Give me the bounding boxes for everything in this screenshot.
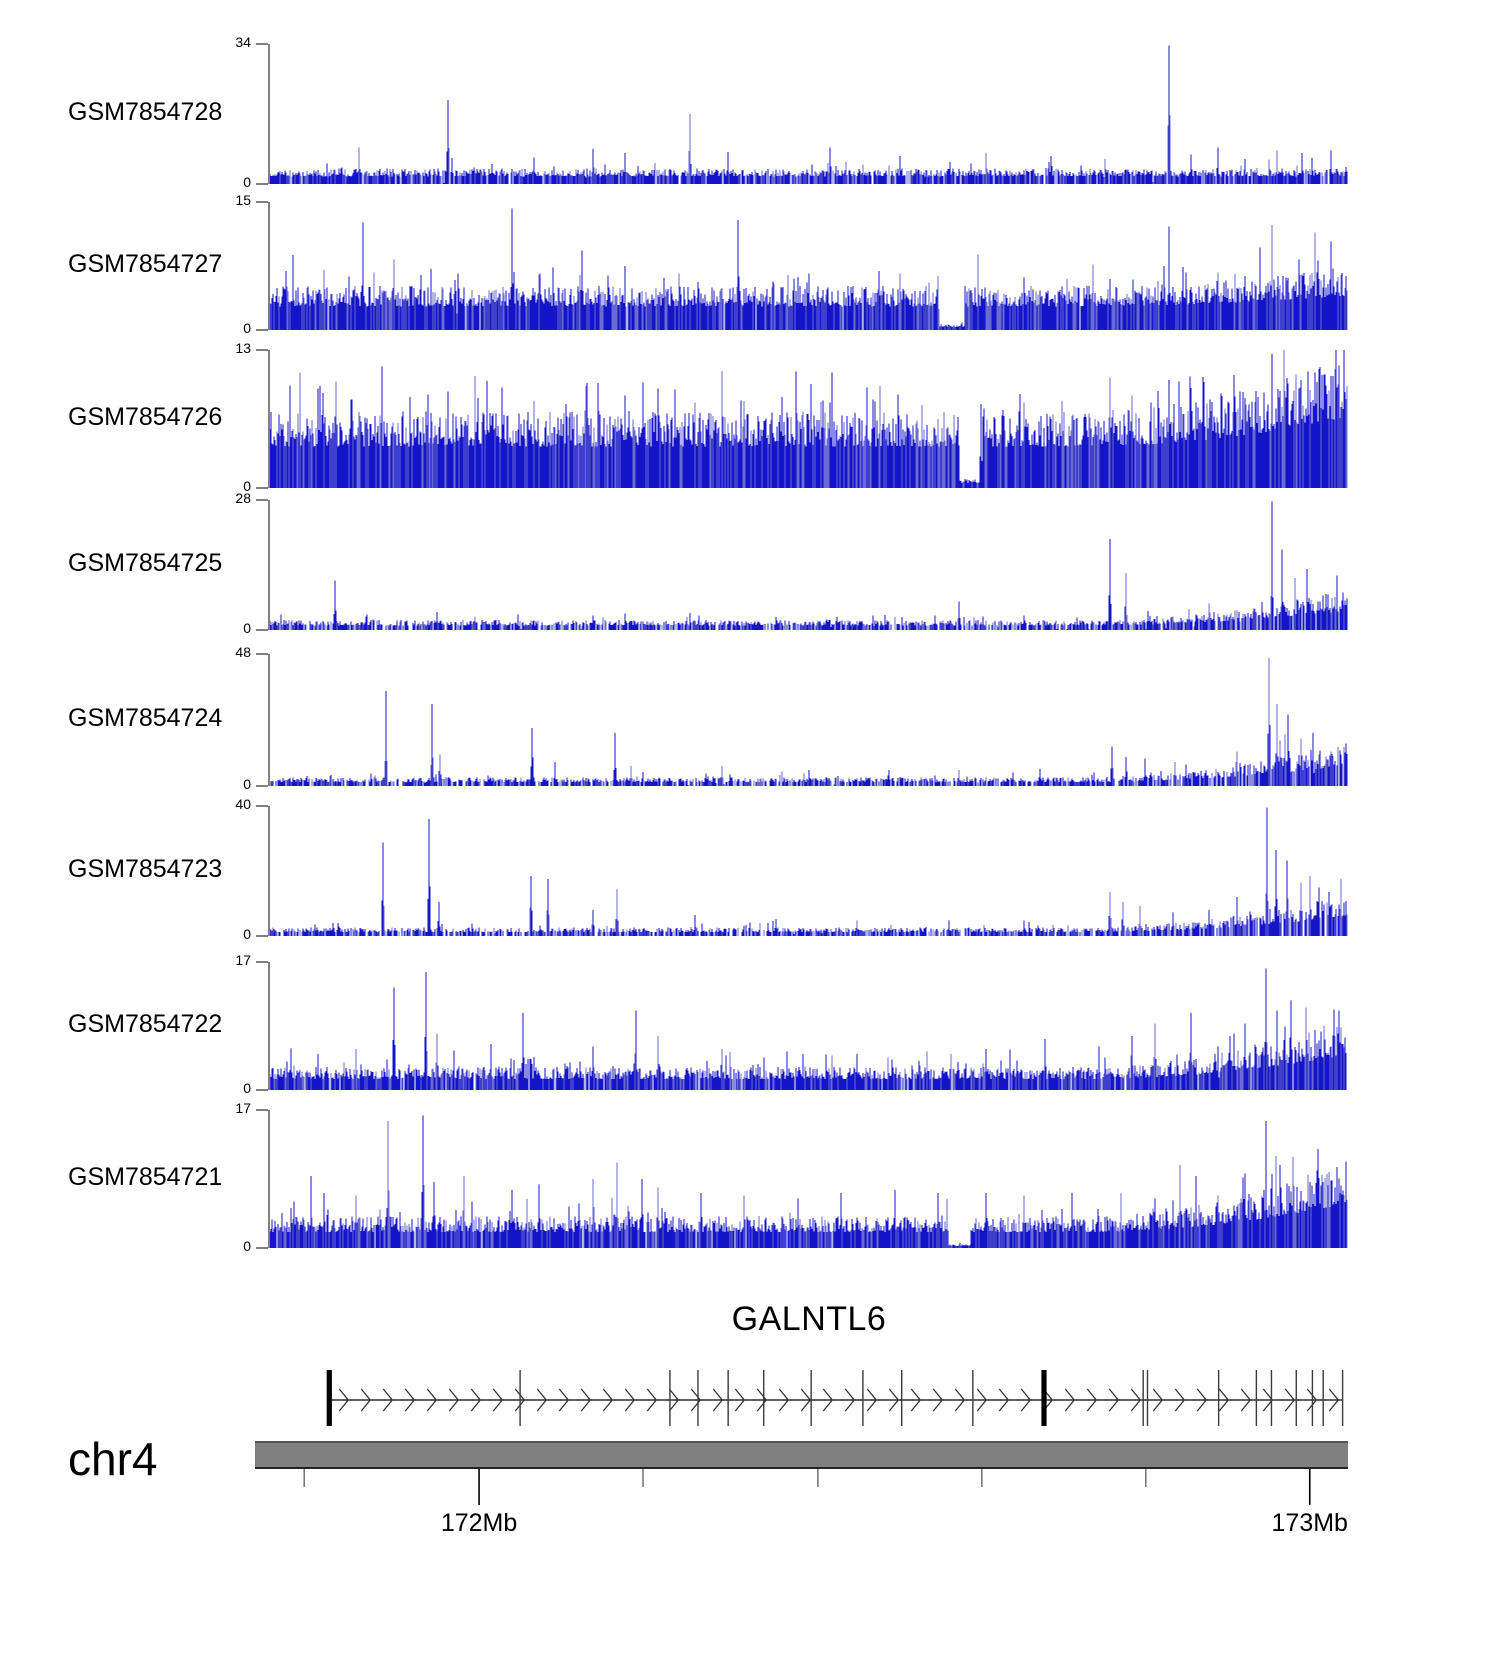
coverage-plot-area (270, 44, 1348, 184)
y-axis-line (268, 654, 270, 786)
y-axis-tick-bottom (256, 935, 268, 937)
track-label-GSM7854727: GSM7854727 (68, 250, 223, 278)
track-label-GSM7854728: GSM7854728 (68, 98, 223, 126)
coverage-track: GSM7854722 17 0 (0, 953, 1500, 1095)
track-label-GSM7854723: GSM7854723 (68, 855, 223, 883)
genome-coordinate-ruler: 172Mb 173Mb (255, 1469, 1348, 1569)
track-y-axis: 40 0 (0, 797, 1500, 941)
y-axis-value-bottom: 0 (243, 478, 251, 494)
y-axis-tick-top (256, 201, 268, 203)
coverage-plot-area (270, 806, 1348, 936)
y-axis-value-top: 17 (235, 1100, 251, 1116)
y-axis-tick-top (256, 43, 268, 45)
y-axis-line (268, 202, 270, 330)
y-axis-value-top: 17 (235, 952, 251, 968)
y-axis-tick-bottom (256, 629, 268, 631)
y-axis-line (268, 962, 270, 1090)
coverage-track: GSM7854726 13 0 (0, 341, 1500, 493)
gene-model-graphic (270, 1348, 1348, 1426)
track-y-axis: 15 0 (0, 193, 1500, 335)
y-axis-tick-bottom (256, 785, 268, 787)
y-axis-tick-bottom (256, 487, 268, 489)
gene-annotation-track: GALNTL6 (0, 1300, 1500, 1435)
y-axis-value-bottom: 0 (243, 174, 251, 190)
coverage-track: GSM7854727 15 0 (0, 193, 1500, 335)
y-axis-tick-bottom (256, 1089, 268, 1091)
y-axis-value-top: 13 (235, 340, 251, 356)
y-axis-value-bottom: 0 (243, 926, 251, 942)
track-y-axis: 34 0 (0, 35, 1500, 189)
coverage-plot-area (270, 962, 1348, 1090)
ruler-tick-label: 172Mb (440, 1509, 518, 1537)
y-axis-line (268, 806, 270, 936)
y-axis-line (268, 44, 270, 184)
chromosome-ideogram-bar (255, 1441, 1348, 1469)
y-axis-tick-top (256, 499, 268, 501)
y-axis-value-bottom: 0 (243, 1080, 251, 1096)
y-axis-line (268, 500, 270, 630)
track-label-GSM7854724: GSM7854724 (68, 704, 223, 732)
y-axis-value-top: 15 (235, 192, 251, 208)
y-axis-tick-bottom (256, 1247, 268, 1249)
y-axis-line (268, 350, 270, 488)
track-y-axis: 17 0 (0, 1101, 1500, 1253)
coverage-plot-area (270, 202, 1348, 330)
coverage-plot-area (270, 350, 1348, 488)
y-axis-value-bottom: 0 (243, 1238, 251, 1254)
track-y-axis: 13 0 (0, 341, 1500, 493)
coverage-plot-area (270, 1110, 1348, 1248)
y-axis-tick-bottom (256, 183, 268, 185)
coverage-track: GSM7854725 28 0 (0, 491, 1500, 635)
y-axis-tick-top (256, 805, 268, 807)
track-label-GSM7854722: GSM7854722 (68, 1010, 223, 1038)
track-label-GSM7854721: GSM7854721 (68, 1163, 223, 1191)
track-label-GSM7854725: GSM7854725 (68, 549, 223, 577)
y-axis-value-top: 34 (235, 34, 251, 50)
y-axis-value-bottom: 0 (243, 320, 251, 336)
y-axis-value-bottom: 0 (243, 776, 251, 792)
ruler-tick-label: 173Mb (1271, 1509, 1348, 1537)
y-axis-value-top: 48 (235, 644, 251, 660)
y-axis-tick-top (256, 349, 268, 351)
coverage-plot-area (270, 654, 1348, 786)
y-axis-line (268, 1110, 270, 1248)
y-axis-tick-bottom (256, 329, 268, 331)
y-axis-tick-top (256, 653, 268, 655)
coverage-track: GSM7854728 34 0 (0, 35, 1500, 189)
track-y-axis: 28 0 (0, 491, 1500, 635)
y-axis-value-bottom: 0 (243, 620, 251, 636)
coverage-track: GSM7854721 17 0 (0, 1101, 1500, 1253)
coverage-track: GSM7854723 40 0 (0, 797, 1500, 941)
y-axis-tick-top (256, 961, 268, 963)
y-axis-tick-top (256, 1109, 268, 1111)
track-y-axis: 17 0 (0, 953, 1500, 1095)
coverage-plot-area (270, 500, 1348, 630)
coverage-track: GSM7854724 48 0 (0, 645, 1500, 791)
y-axis-value-top: 40 (235, 796, 251, 812)
chromosome-label: chr4 (68, 1433, 158, 1485)
track-label-GSM7854726: GSM7854726 (68, 403, 223, 431)
track-y-axis: 48 0 (0, 645, 1500, 791)
gene-name-label: GALNTL6 (731, 1300, 887, 1338)
y-axis-value-top: 28 (235, 490, 251, 506)
